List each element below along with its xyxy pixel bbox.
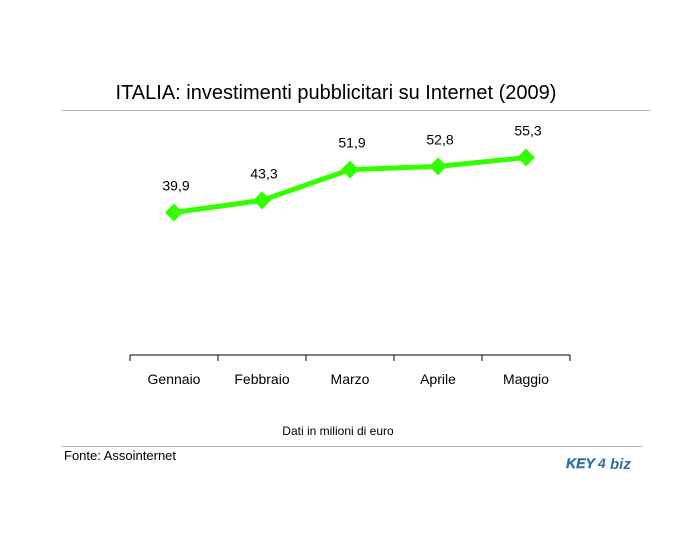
x-tick-label: Gennaio [148, 371, 201, 387]
data-label: 51,9 [338, 135, 365, 151]
data-label: 43,3 [250, 165, 277, 181]
x-tick-label: Marzo [331, 371, 370, 387]
footer-divider [62, 446, 642, 447]
data-label: 39,9 [162, 178, 189, 194]
x-axis [129, 354, 571, 361]
data-label: 52,8 [426, 131, 453, 147]
logo-text-key: KEY [566, 455, 596, 471]
series-markers [165, 148, 535, 222]
x-tick-label: Maggio [503, 371, 549, 387]
data-point-marker [341, 160, 359, 179]
x-tick-labels: Gennaio Febbraio Marzo Aprile Maggio [148, 371, 550, 387]
data-label: 55,3 [514, 123, 541, 139]
data-point-marker [253, 191, 271, 210]
line-chart: 39,9 43,3 51,9 52,8 55,3 Gennaio Febbraio Marz… [129, 123, 571, 387]
units-note: Dati in milioni di euro [282, 424, 394, 438]
x-tick-label: Aprile [420, 371, 456, 387]
data-point-marker [517, 148, 535, 167]
data-labels: 39,9 43,3 51,9 52,8 55,3 [162, 123, 541, 194]
data-point-marker [165, 203, 183, 222]
source-text: Fonte: Assointernet [64, 448, 177, 463]
logo-text-biz: biz [610, 456, 631, 473]
title-divider [62, 110, 650, 111]
logo-text-four: 4 [597, 455, 606, 471]
chart-title: ITALIA: investimenti pubblicitari su Int… [115, 82, 557, 104]
x-tick-label: Febbraio [234, 371, 289, 387]
data-point-marker [429, 157, 447, 176]
key4biz-logo: KEY 4 biz [566, 455, 631, 473]
